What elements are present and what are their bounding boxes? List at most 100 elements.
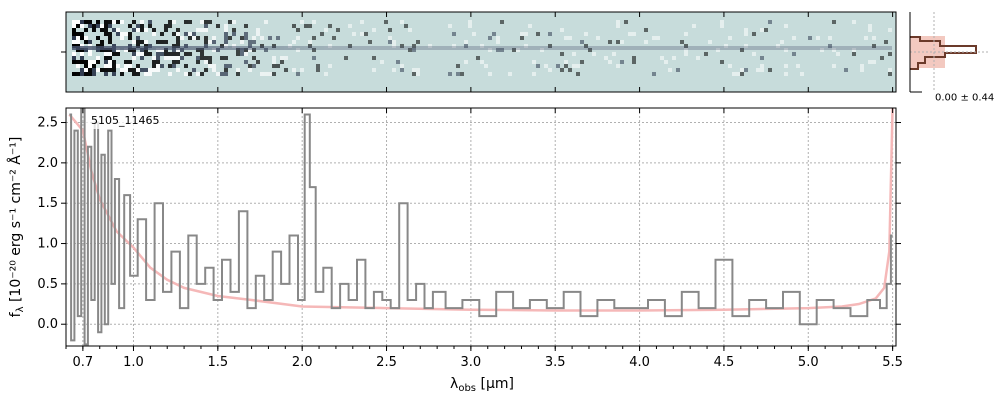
spec2d-pixel <box>244 24 248 28</box>
spec2d-pixel <box>176 68 180 72</box>
spec2d-pixel <box>532 72 536 76</box>
spec2d-pixel <box>84 40 88 44</box>
spec2d-pixel <box>312 36 316 40</box>
spec2d-pixel <box>196 36 200 40</box>
spec2d-pixel <box>136 52 140 56</box>
spec2d-pixel <box>100 28 104 32</box>
spec2d-pixel <box>740 68 744 72</box>
spec2d-pixel <box>332 36 336 40</box>
spec2d-pixel <box>524 44 528 48</box>
spec2d-pixel <box>580 60 584 64</box>
spec2d-pixel <box>132 40 136 44</box>
spec2d-pixel <box>108 52 112 56</box>
spec2d-pixel <box>156 56 160 60</box>
spec2d-pixel <box>744 44 748 48</box>
spec2d-pixel <box>244 32 248 36</box>
x-tick-label: 4.5 <box>714 355 735 370</box>
spec2d-pixel <box>360 32 364 36</box>
x-axis-label-unit: [μm] <box>476 376 514 392</box>
x-tick-label: 1.0 <box>123 355 144 370</box>
spec2d-trace-pixel <box>496 46 500 50</box>
spec2d-pixel <box>296 36 300 40</box>
spec2d-trace-pixel <box>584 46 588 50</box>
spec2d-pixel <box>104 56 108 60</box>
spec2d-pixel <box>164 40 168 44</box>
spec2d-pixel <box>192 32 196 36</box>
spec2d-trace-pixel <box>844 46 848 50</box>
spec2d-pixel <box>112 68 116 72</box>
spec2d-pixel <box>144 68 148 72</box>
spec2d-pixel <box>792 36 796 40</box>
spec2d-pixel <box>136 72 140 76</box>
spec2d-pixel <box>224 64 228 68</box>
spec2d-pixel <box>384 20 388 24</box>
spec2d-pixel <box>140 52 144 56</box>
spec2d-pixel <box>212 64 216 68</box>
spec2d-pixel <box>492 32 496 36</box>
spec2d-pixel <box>88 20 92 24</box>
spec2d-pixel <box>224 32 228 36</box>
spec2d-pixel <box>252 64 256 68</box>
spec2d-pixel <box>256 60 260 64</box>
spec2d-pixel <box>212 36 216 40</box>
spectrum-1d-panel: 0.7 1.0 1.5 2.0 2.5 3.0 3.5 4.0 4.5 5.0 5.5 0.0 0.5… <box>7 107 903 394</box>
spec2d-trace-pixel <box>780 46 784 50</box>
spec2d-pixel <box>872 60 876 64</box>
spectrum-2d-ticks <box>61 12 894 92</box>
spec2d-pixel <box>684 44 688 48</box>
spec2d-pixel <box>176 52 180 56</box>
spec2d-trace-pixel <box>324 46 328 50</box>
spec2d-pixel <box>76 40 80 44</box>
spec2d-pixel <box>80 52 84 56</box>
spec2d-pixel <box>136 28 140 32</box>
spec2d-trace-pixel <box>468 46 472 50</box>
spec2d-pixel <box>608 60 612 64</box>
spec2d-pixel <box>80 68 84 72</box>
spec2d-pixel <box>520 32 524 36</box>
spec2d-pixel <box>168 24 172 28</box>
spec2d-pixel <box>584 44 588 48</box>
spec2d-pixel <box>484 64 488 68</box>
profile-label: 0.00 ± 0.44 <box>935 92 994 103</box>
spec2d-trace-pixel <box>436 46 440 50</box>
spec2d-pixel <box>172 64 176 68</box>
spec2d-pixel <box>740 72 744 76</box>
spec2d-trace-pixel <box>652 46 656 50</box>
spec2d-pixel <box>888 52 892 56</box>
spec2d-pixel <box>128 60 132 64</box>
spec2d-pixel <box>496 40 500 44</box>
spec2d-pixel <box>852 48 856 52</box>
spec2d-pixel <box>352 32 356 36</box>
x-axis-label-sub: obs <box>458 383 476 394</box>
spec2d-pixel <box>148 52 152 56</box>
spec2d-pixel <box>260 36 264 40</box>
spec2d-pixel <box>296 72 300 76</box>
x-axis-label: λobs [μm] <box>450 376 514 394</box>
spec2d-trace-pixel <box>472 46 476 50</box>
spec2d-trace-pixel <box>640 46 644 50</box>
spec2d-pixel <box>268 36 272 40</box>
spec2d-pixel <box>412 68 416 72</box>
spec2d-pixel <box>140 40 144 44</box>
spec2d-pixel <box>464 44 468 48</box>
spec2d-pixel <box>256 32 260 36</box>
spec2d-pixel <box>808 36 812 40</box>
spec2d-trace-pixel <box>388 46 392 50</box>
spec2d-pixel <box>104 28 108 32</box>
spec2d-trace-pixel <box>452 46 456 50</box>
spec2d-pixel <box>592 52 596 56</box>
spec2d-pixel <box>684 32 688 36</box>
spec2d-trace-pixel <box>836 46 840 50</box>
spec2d-pixel <box>88 72 92 76</box>
spec2d-pixel <box>176 28 180 32</box>
spec2d-pixel <box>456 72 460 76</box>
spec2d-pixel <box>548 32 552 36</box>
spec2d-trace-pixel <box>772 46 776 50</box>
spec2d-trace-pixel <box>332 46 336 50</box>
spec2d-trace-pixel <box>392 46 396 50</box>
spec2d-pixel <box>252 40 256 44</box>
spec2d-trace-pixel <box>160 46 164 50</box>
spec2d-pixel <box>360 20 364 24</box>
spec2d-pixel <box>132 56 136 60</box>
spec2d-pixel <box>328 24 332 28</box>
